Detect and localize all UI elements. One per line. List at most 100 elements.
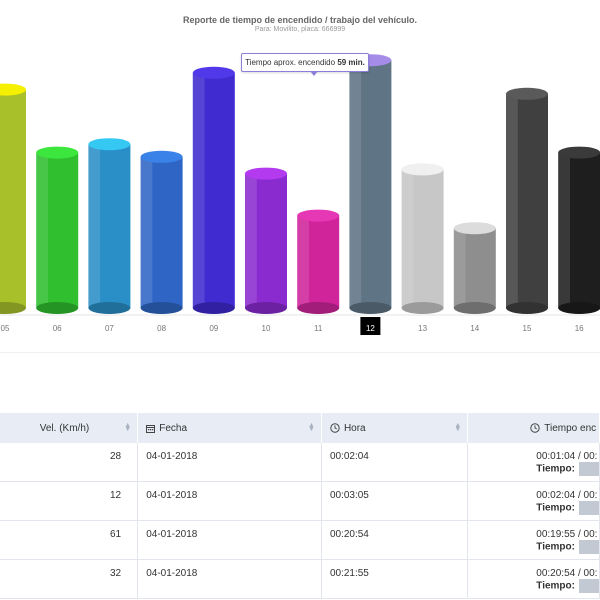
- bar-08[interactable]: [140, 150, 183, 314]
- sort-icon[interactable]: ▲ ▼: [124, 422, 132, 433]
- cell-hora: 00:21:55: [321, 559, 469, 599]
- x-tick-label: 06: [53, 324, 62, 333]
- x-tick-label: 12: [366, 324, 375, 333]
- cell-fecha: 04-01-2018: [137, 559, 322, 599]
- tiempo-badge: [578, 501, 599, 515]
- tiempo-label: Tiempo:: [536, 502, 575, 514]
- column-header-tiempo-label: Tiempo enc: [544, 422, 597, 434]
- table-row[interactable]: 12 04-01-2018 00:03:05 00:02:04 / 00: Tiempo…: [0, 481, 600, 521]
- column-header-vel[interactable]: Vel. (Km/h) ▲ ▼: [0, 413, 139, 443]
- x-tick-label: 16: [575, 324, 584, 333]
- bar-base: [0, 302, 26, 314]
- column-header-tiempo[interactable]: Tiempo enc: [467, 413, 600, 443]
- bar-base: [453, 302, 496, 314]
- tiempo-range: 00:19:55 / 00:: [536, 529, 598, 540]
- clock-icon: [530, 423, 540, 433]
- active-label-bg: [360, 317, 381, 335]
- bar-10[interactable]: [245, 167, 287, 314]
- bar-base: [192, 302, 235, 314]
- bar-12[interactable]: [349, 54, 392, 314]
- bar-chart: 05 06 07 08 09 10 11 12 13 14 15 16: [0, 54, 600, 335]
- bar-shade: [36, 152, 48, 308]
- bar-base: [506, 302, 548, 314]
- bar-base-shade: [558, 302, 600, 314]
- bar-15[interactable]: [506, 87, 548, 314]
- chart-subtitle: Para: Movilito, placa: 666999: [254, 26, 346, 33]
- bar-07[interactable]: [88, 138, 131, 314]
- column-header-hora[interactable]: Hora ▲ ▼: [321, 413, 469, 443]
- bar-shade: [349, 60, 362, 309]
- cell-tiempo: 00:20:54 / 00: Tiempo:: [467, 559, 600, 599]
- bar-base-shade: [36, 302, 79, 314]
- bar-shade: [140, 156, 153, 308]
- bar-body: [192, 72, 235, 308]
- bar-base: [558, 302, 600, 314]
- bar-shade: [453, 228, 466, 308]
- bar-base-shade: [506, 302, 548, 314]
- table-row[interactable]: 61 04-01-2018 00:20:54 00:19:55 / 00: Tiempo…: [0, 520, 600, 560]
- bar-body: [36, 152, 79, 308]
- table-row[interactable]: 28 04-01-2018 00:02:04 00:01:04 / 00: Tiempo…: [0, 443, 600, 482]
- bar-13[interactable]: [401, 163, 444, 314]
- bar-base: [401, 302, 444, 314]
- sort-icon[interactable]: ▲ ▼: [308, 422, 315, 433]
- divider: [0, 352, 600, 353]
- report-table: Vel. (Km/h) ▲ ▼ Fecha ▲ ▼ Hora ▲ ▼: [0, 413, 600, 599]
- bar-shade: [558, 152, 570, 308]
- bar-top: [88, 138, 131, 151]
- chart-area: Reporte de tiempo de encendido / trabajo…: [0, 15, 600, 335]
- tiempo-badge: [578, 462, 599, 476]
- tooltip-value: 59 min.: [337, 58, 365, 67]
- bar-body: [140, 156, 183, 308]
- tiempo-range: 00:20:54 / 00:: [536, 568, 598, 579]
- bar-shade: [245, 173, 257, 308]
- bar-09[interactable]: [192, 66, 235, 314]
- x-tick-label: 14: [470, 324, 479, 333]
- bar-11[interactable]: [297, 209, 340, 314]
- bar-shade: [192, 72, 205, 308]
- tiempo-label: Tiempo:: [536, 580, 575, 592]
- column-header-fecha[interactable]: Fecha ▲ ▼: [137, 413, 322, 443]
- column-header-fecha-label: Fecha: [159, 422, 188, 434]
- bar-body: [558, 152, 600, 308]
- cell-vel: 32: [0, 559, 139, 599]
- x-tick-label: 11: [314, 324, 323, 333]
- bar-06[interactable]: [36, 146, 79, 314]
- table-header-row: Vel. (Km/h) ▲ ▼ Fecha ▲ ▼ Hora ▲ ▼: [0, 413, 600, 443]
- chart-title: Reporte de tiempo de encendido / trabajo…: [182, 15, 418, 25]
- cell-fecha: 04-01-2018: [137, 443, 322, 482]
- table-row[interactable]: 32 04-01-2018 00:21:55 00:20:54 / 00: Tiempo…: [0, 559, 600, 599]
- tiempo-badge: [578, 540, 599, 554]
- tooltip-prefix: Tiempo aprox. encendido: [245, 58, 336, 67]
- cell-vel: 12: [0, 481, 139, 521]
- bar-top: [401, 163, 444, 176]
- bar-16[interactable]: [558, 146, 600, 314]
- tiempo-label: Tiempo:: [536, 541, 575, 553]
- bar-base-shade: [297, 302, 340, 314]
- tiempo-range: 00:01:04 / 00:: [536, 451, 598, 462]
- bar-body: [349, 60, 392, 309]
- bar-top: [506, 87, 548, 100]
- sort-icon[interactable]: ▲ ▼: [454, 422, 462, 433]
- bar-body: [401, 169, 444, 308]
- x-tick-label: 10: [262, 324, 271, 333]
- bar-top: [0, 83, 26, 96]
- bar-base-shade: [349, 302, 392, 314]
- x-tick-label: 05: [1, 324, 10, 333]
- bar-shade: [401, 169, 414, 308]
- cell-tiempo: 00:01:04 / 00: Tiempo:: [467, 443, 600, 482]
- bar-14[interactable]: [453, 222, 496, 314]
- bar-top: [297, 209, 340, 222]
- bar-body: [88, 144, 131, 308]
- bar-base-shade: [88, 302, 131, 314]
- bar-05[interactable]: [0, 83, 26, 314]
- column-header-vel-label: Vel. (Km/h): [39, 422, 90, 434]
- table-body: 28 04-01-2018 00:02:04 00:01:04 / 00: Tiempo…: [0, 443, 600, 599]
- calendar-icon: [146, 424, 156, 433]
- bar-base: [349, 302, 392, 314]
- bar-base-shade: [453, 302, 496, 314]
- cell-fecha: 04-01-2018: [137, 481, 322, 521]
- bar-base: [140, 302, 183, 314]
- tiempo-range: 00:02:04 / 00:: [536, 490, 598, 501]
- x-tick-label: 13: [418, 324, 427, 333]
